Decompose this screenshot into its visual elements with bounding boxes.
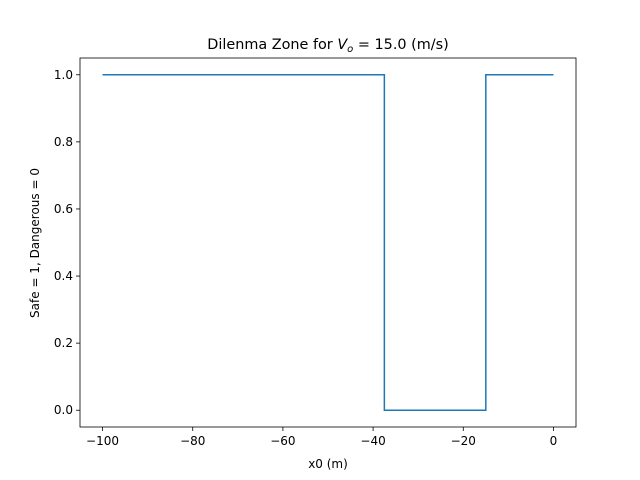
y-axis-label: Safe = 1, Dangerous = 0 (28, 168, 42, 318)
x-tick-label: −20 (451, 434, 476, 448)
title-variable: V (337, 37, 348, 53)
x-axis-label: x0 (m) (308, 457, 348, 471)
y-tick-label: 1.0 (54, 68, 73, 82)
series-line (102, 74, 554, 411)
chart-title: Dilenma Zone for Vo = 15.0 (m/s) (207, 37, 448, 55)
x-tick-label: −60 (270, 434, 295, 448)
y-tick-label: 0.8 (54, 135, 73, 149)
y-tick-label: 0.6 (54, 202, 73, 216)
axes-frame (79, 57, 577, 428)
x-axis-ticks: −100 −80 −60 −40 −20 0 (86, 427, 557, 448)
x-tick-label: −100 (86, 434, 119, 448)
title-prefix: Dilenma Zone for (207, 37, 337, 53)
x-tick-label: 0 (550, 434, 558, 448)
y-tick-label: 0.0 (54, 403, 73, 417)
plot-area (102, 74, 554, 411)
title-suffix: = 15.0 (m/s) (353, 37, 448, 53)
title-subscript: o (347, 44, 353, 55)
y-tick-label: 0.2 (54, 336, 73, 350)
y-axis-ticks: 0.0 0.2 0.4 0.6 0.8 1.0 (54, 68, 80, 417)
y-tick-label: 0.4 (54, 269, 73, 283)
x-tick-label: −80 (180, 434, 205, 448)
x-tick-label: −40 (360, 434, 385, 448)
